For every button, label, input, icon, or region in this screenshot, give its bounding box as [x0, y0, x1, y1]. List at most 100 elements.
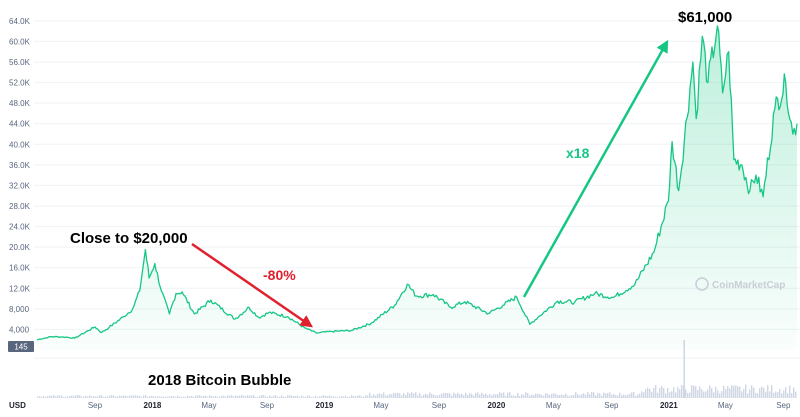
volume-bar [621, 395, 623, 398]
currency-label: USD [9, 401, 26, 410]
volume-bar [415, 392, 417, 398]
volume-bar [761, 386, 763, 398]
volume-bar [607, 393, 609, 398]
volume-bar [763, 387, 765, 398]
volume-bar [595, 395, 597, 398]
volume-bar [455, 393, 457, 398]
volume-bar [331, 396, 333, 398]
volume-bar [361, 396, 363, 398]
volume-bar [113, 395, 115, 398]
volume-bar [647, 387, 649, 398]
volume-bar [295, 395, 297, 398]
x-tick-label: 2018 [144, 401, 162, 410]
volume-bar [269, 395, 271, 398]
volume-bar [641, 391, 643, 398]
volume-bar [395, 392, 397, 398]
volume-bar [265, 396, 267, 398]
volume-bar [691, 385, 693, 398]
volume-bar [591, 392, 593, 398]
volume-bar [119, 395, 121, 398]
volume-bar [557, 395, 559, 398]
volume-bar [489, 394, 491, 398]
volume-bar [477, 392, 479, 398]
volume-bar [251, 395, 253, 398]
volume-bar [427, 394, 429, 398]
volume-bar [239, 395, 241, 398]
volume-bar [217, 396, 219, 398]
volume-bar [717, 390, 719, 398]
volume-bar [345, 395, 347, 398]
volume-bar [145, 395, 147, 398]
volume-bar [743, 388, 745, 398]
volume-bar [97, 396, 99, 398]
volume-bar [473, 395, 475, 398]
volume-bar [501, 393, 503, 398]
volume-bar [755, 392, 757, 398]
y-tick-label: 44.0K [9, 120, 31, 129]
volume-bar [245, 396, 247, 398]
volume-bar [385, 395, 387, 398]
volume-bar [753, 387, 755, 398]
volume-bar [587, 392, 589, 398]
volume-bar [307, 395, 309, 398]
volume-bar [701, 389, 703, 398]
grid-lines [34, 20, 800, 330]
volume-bar [281, 395, 283, 398]
volume-bar [419, 392, 421, 398]
volume-bar [89, 395, 91, 398]
volume-bar [479, 394, 481, 398]
volume-bar [71, 395, 73, 398]
volume-bar [77, 395, 79, 398]
volume-bar [523, 394, 525, 398]
volume-badge [8, 341, 34, 352]
volume-bar [341, 396, 343, 398]
x-tick-label: Sep [432, 401, 447, 410]
volume-bar [121, 395, 123, 398]
volume-bar [117, 396, 119, 398]
y-tick-label: 4,000 [9, 325, 30, 334]
volume-bar [561, 394, 563, 398]
volume-bar [783, 390, 785, 398]
volume-bar [73, 395, 75, 398]
volume-bar [481, 392, 483, 398]
volume-bar [507, 392, 509, 398]
volume-bar [505, 395, 507, 398]
drop-arrow [191, 242, 314, 328]
x-tick-label: 2021 [660, 401, 678, 410]
volume-bar [125, 395, 127, 398]
volume-bar [155, 396, 157, 398]
volume-bar [329, 395, 331, 398]
volume-bar [65, 396, 67, 398]
volume-bar [567, 395, 569, 398]
volume-bar [389, 393, 391, 398]
x-tick-label: Sep [88, 401, 103, 410]
volume-bar [63, 396, 65, 398]
x-tick-label: Sep [260, 401, 275, 410]
volume-bar [311, 396, 313, 398]
volume-bar [41, 396, 43, 398]
volume-bar [483, 394, 485, 398]
volume-bar [425, 393, 427, 398]
volume-bar [211, 395, 213, 398]
volume-bar [573, 394, 575, 398]
volume-bar [447, 393, 449, 398]
volume-bar [409, 393, 411, 398]
volume-bar [547, 394, 549, 398]
volume-bar [579, 395, 581, 398]
volume-bar [289, 395, 291, 398]
volume-bar [527, 392, 529, 398]
volume-bar [299, 396, 301, 398]
volume-bar [133, 395, 135, 398]
volume-bar [433, 394, 435, 398]
volume-bar [689, 392, 691, 398]
volume-bar [565, 393, 567, 398]
volume-bar [101, 395, 103, 398]
volume-bar [437, 395, 439, 398]
volume-bar [721, 391, 723, 398]
volume-bar [733, 385, 735, 398]
volume-bar [297, 395, 299, 398]
volume-bar [223, 395, 225, 398]
volume-bar [229, 395, 231, 398]
volume-bar [667, 388, 669, 398]
volume-bar [679, 389, 681, 398]
